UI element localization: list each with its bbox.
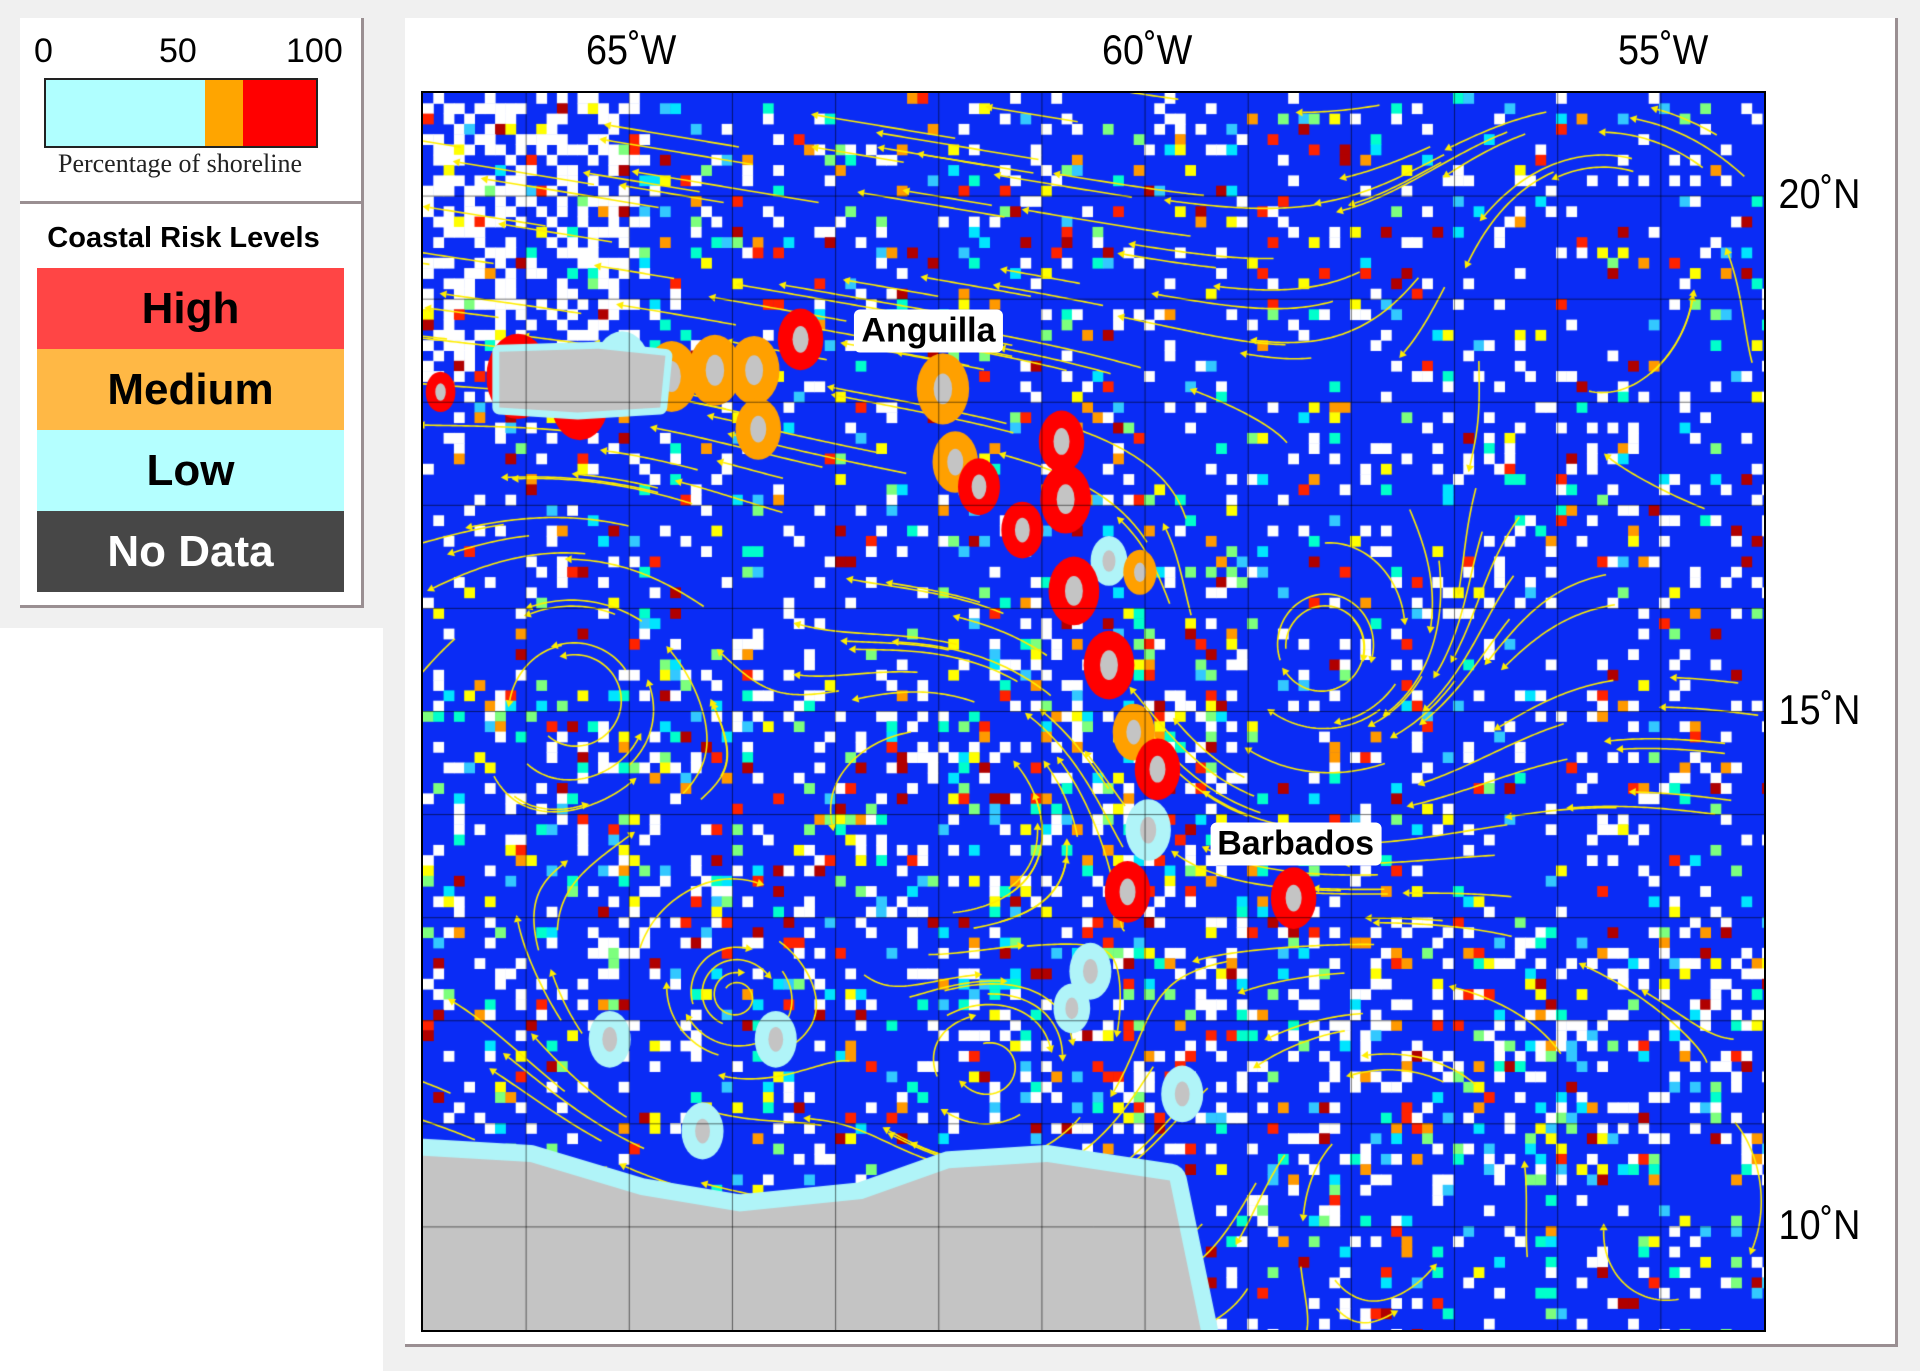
colorbar-tick: 100 [286, 32, 343, 70]
risk-legend-title: Coastal Risk Levels [47, 222, 320, 254]
risk-map-canvas[interactable] [423, 93, 1764, 1330]
colorbar-title: Percentage of shoreline [57, 149, 302, 178]
colorbar [44, 78, 318, 148]
latitude-label: 20˚N [1778, 170, 1861, 218]
risk-level-low: Low [37, 430, 344, 511]
place-label-anguilla: Anguilla [854, 309, 1003, 353]
longitude-label: 65˚W [586, 26, 677, 73]
legend-panel: 0 50 100 Percentage of shoreline Coastal… [20, 18, 364, 608]
latitude-label: 10˚N [1778, 1200, 1861, 1248]
colorbar-segment [243, 80, 316, 146]
map-frame[interactable]: Anguilla Barbados [421, 91, 1766, 1332]
colorbar-segment [205, 80, 244, 146]
risk-level-high: High [37, 268, 344, 349]
place-label-barbados: Barbados [1210, 822, 1382, 866]
longitude-label: 55˚W [1617, 26, 1709, 73]
longitude-label: 60˚W [1102, 26, 1193, 73]
colorbar-tick: 0 [34, 32, 53, 70]
colorbar-segment [46, 80, 206, 146]
colorbar-tick: 50 [159, 32, 197, 70]
divider [20, 201, 361, 204]
map-panel: 65˚W 60˚W 55˚W 20˚N 15˚N 10˚N Anguilla Barbad… [405, 18, 1898, 1347]
latitude-label: 15˚N [1778, 685, 1861, 733]
risk-level-no-data: No Data [37, 511, 344, 592]
page-background [0, 628, 383, 1371]
risk-level-medium: Medium [37, 349, 344, 430]
